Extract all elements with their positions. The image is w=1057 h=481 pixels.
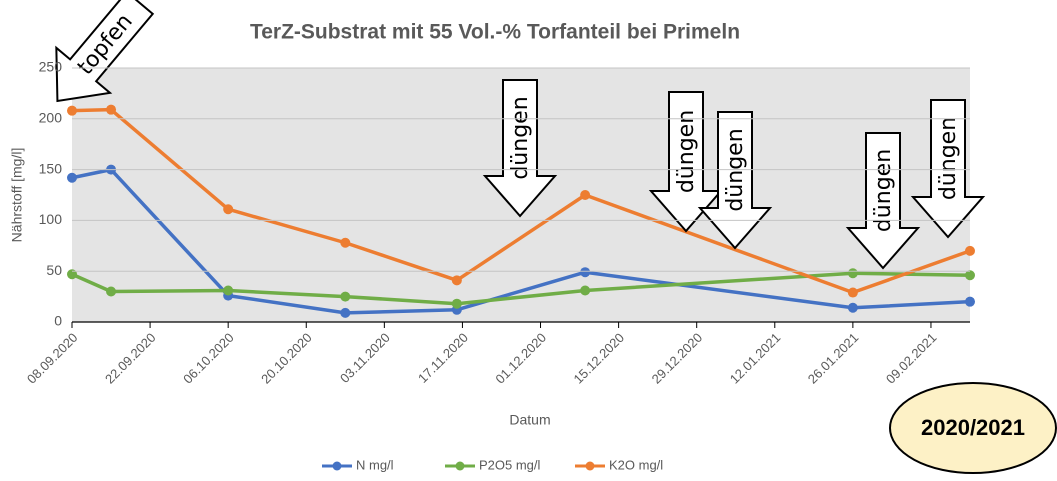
data-point [847,268,858,279]
y-axis-label: Nährstoff [mg/l] [9,148,25,243]
x-tick-label: 26.01.2021 [805,330,862,387]
y-tick-label: 150 [39,160,63,176]
legend-label: N mg/l [356,457,394,472]
x-axis-label: Datum [509,412,550,428]
arrow [845,132,921,270]
data-point [106,286,117,297]
legend-marker [332,461,342,471]
data-point [106,104,117,115]
data-point [965,270,975,281]
data-point [67,269,77,280]
data-point [580,190,591,200]
arrow [55,0,155,103]
data-point [847,287,858,298]
x-tick-label: 06.10.2020 [180,330,237,387]
data-point [580,267,591,278]
x-tick-label: 20.10.2020 [258,330,315,387]
data-point [223,285,234,296]
series-line [71,107,971,295]
season-label: 2020/2021 [921,415,1025,440]
x-tick-label: 12.01.2021 [727,330,784,387]
arrow [482,79,558,218]
data-point [965,245,975,256]
arrow-label: düngen [674,110,699,193]
y-tick-label: 250 [39,59,63,75]
data-point [340,307,351,318]
arrow [697,111,773,250]
x-tick-label: 09.02.2021 [883,330,940,387]
data-point [67,172,77,183]
x-tick-label: 08.09.2020 [24,330,81,387]
x-tick-label: 15.12.2020 [571,330,628,387]
data-point [451,275,462,286]
x-tick-label: 03.11.2020 [337,330,393,386]
x-tick-label: 17.11.2020 [415,330,471,386]
arrow-label: düngen [508,96,533,179]
legend-label: K2O mg/l [609,457,663,472]
data-point [580,285,591,296]
arrow-label: düngen [936,117,961,200]
data-point [451,298,462,309]
arrow-label: düngen [871,149,896,232]
chart-title: TerZ-Substrat mit 55 Vol.-% Torfanteil b… [250,21,740,44]
legend-marker [585,461,595,471]
data-point [965,296,975,307]
series-line [71,167,971,315]
arrow [910,99,986,239]
data-point [340,291,351,302]
y-tick-label: 50 [46,262,62,278]
x-tick-label: 29.12.2020 [649,330,706,387]
data-point [847,302,858,313]
data-point [223,204,234,215]
season-badge [889,382,1057,474]
data-point [340,237,351,248]
y-tick-label: 200 [39,110,63,126]
y-tick-label: 0 [54,313,62,329]
x-tick-label: 01.12.2020 [492,330,549,387]
y-tick-label: 100 [39,211,63,227]
legend-label: P2O5 mg/l [479,457,541,472]
x-tick-label: 22.09.2020 [102,330,159,387]
data-point [67,105,77,116]
marks [67,104,975,318]
legend-marker [455,461,465,471]
